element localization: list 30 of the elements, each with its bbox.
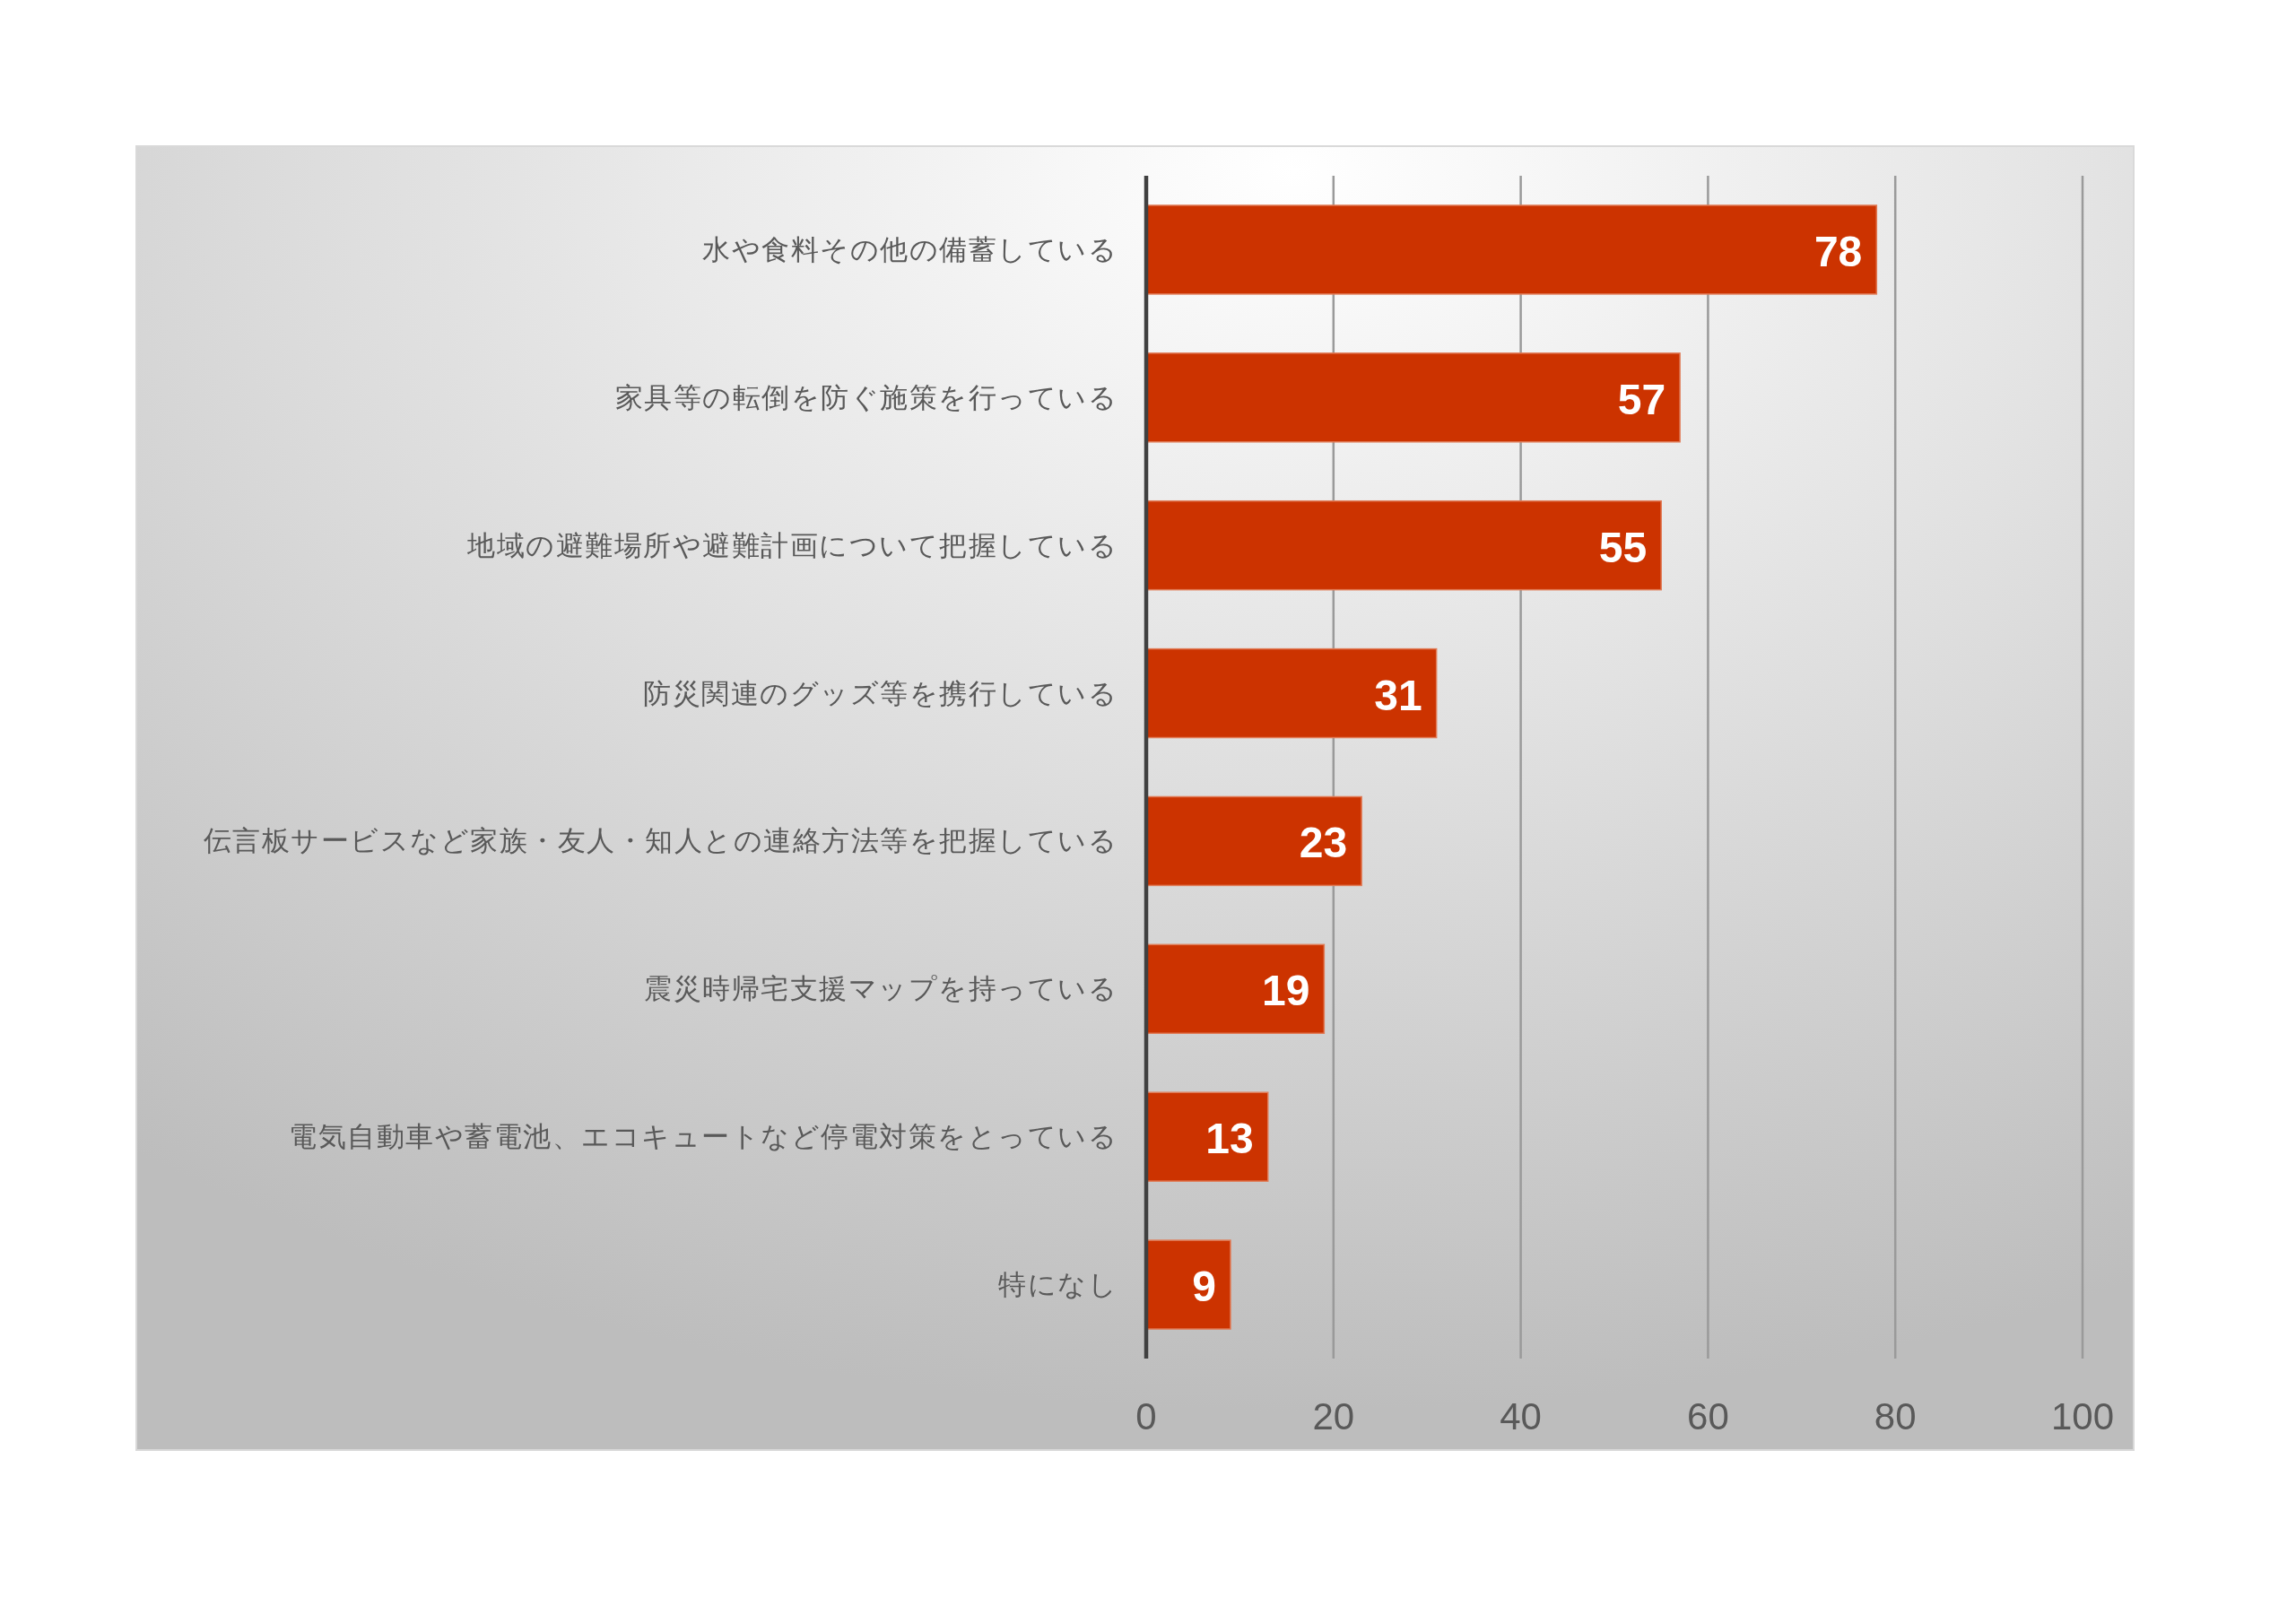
- y-tick-label: 地域の避難場所や避難計画について把握している: [466, 529, 1118, 561]
- data-label: 57: [1617, 375, 1666, 423]
- bar: [1145, 352, 1681, 443]
- data-label: 19: [1261, 967, 1310, 1015]
- x-tick-label: 40: [1500, 1394, 1542, 1437]
- y-tick-label: 電気自動車や蓄電池、エコキュートなど停電対策をとっている: [289, 1121, 1118, 1153]
- bar: [1145, 499, 1662, 591]
- bar: [1145, 943, 1326, 1035]
- x-tick-label: 0: [1135, 1394, 1157, 1437]
- y-tick-label: 特になし: [998, 1269, 1118, 1301]
- data-label: 55: [1598, 523, 1648, 571]
- bar: [1145, 204, 1878, 295]
- x-tick-label: 60: [1687, 1394, 1729, 1437]
- data-label: 31: [1374, 671, 1422, 719]
- bar: [1145, 1239, 1231, 1330]
- bar: [1145, 647, 1438, 739]
- bar: [1145, 1091, 1269, 1182]
- y-tick-label: 家具等の転倒を防ぐ施策を行っている: [614, 381, 1118, 413]
- y-tick-label: 防災関連のグッズ等を携行している: [643, 677, 1118, 709]
- data-label: 13: [1205, 1115, 1254, 1163]
- y-tick-label: 震災時帰宅支援マップを持っている: [644, 973, 1118, 1005]
- x-tick-label: 20: [1312, 1394, 1355, 1437]
- x-tick-label: 100: [2050, 1394, 2115, 1437]
- data-label: 23: [1299, 819, 1348, 867]
- bar: [1145, 795, 1362, 887]
- data-label: 78: [1813, 227, 1863, 275]
- y-tick-label: 水や食料その他の備蓄している: [702, 233, 1118, 265]
- data-label: 9: [1192, 1263, 1216, 1311]
- x-tick-label: 80: [1874, 1394, 1917, 1437]
- y-tick-label: 伝言板サービスなど家族・友人・知人との連絡方法等を把握している: [203, 825, 1118, 857]
